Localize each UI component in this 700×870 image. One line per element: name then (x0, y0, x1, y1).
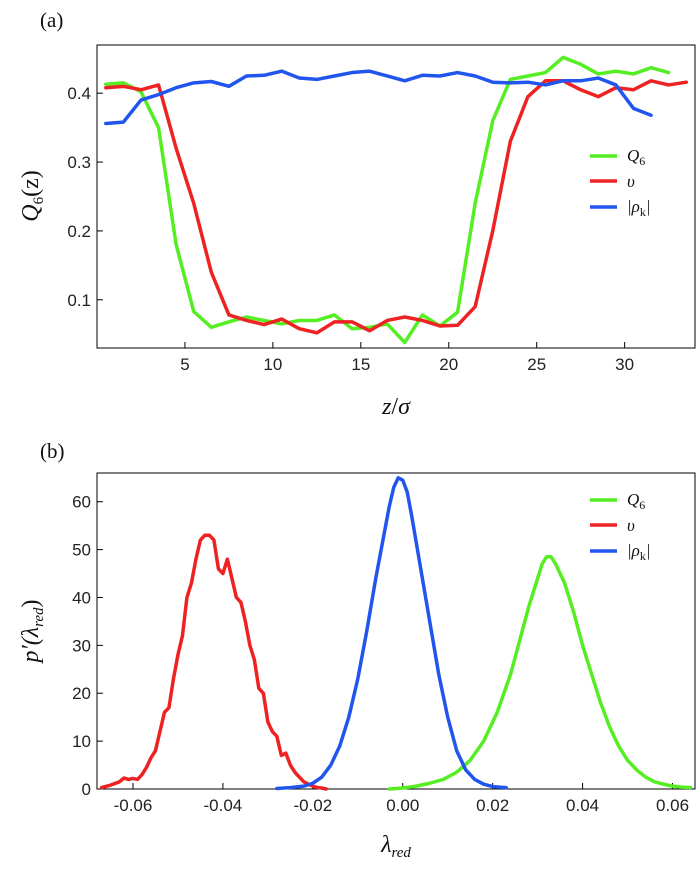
panel-a-y-tick-label: 0.2 (67, 222, 91, 241)
panel-b-x-tick-label: 0.04 (566, 796, 599, 815)
panel-b-x-tick-label: -0.04 (204, 796, 243, 815)
legend-a-rho-label: |ρk| (627, 197, 651, 219)
panel-b-y-title: p′(λred) (18, 599, 47, 664)
legend-a-upsilon-label: υ (627, 172, 635, 191)
panel-b-y-tick-label: 10 (72, 732, 91, 751)
panel-b-legend: Q6 υ |ρk| (590, 490, 651, 563)
panel-a-label: (a) (40, 8, 63, 32)
panel-b-label: (b) (40, 439, 65, 463)
panel-b-x-tick-label: 0.06 (656, 796, 689, 815)
panel-b-y-tick-label: 60 (72, 493, 91, 512)
panel-a-x-tick-label: 10 (263, 355, 282, 374)
panel-b-y-tick-label: 40 (72, 588, 91, 607)
legend-a-q6-label: Q6 (627, 146, 645, 168)
legend-b-upsilon-label: υ (627, 516, 635, 535)
panel-a-series-upsilon (104, 79, 688, 335)
legend-b-q6-label: Q6 (627, 490, 645, 512)
panel-a-y-tick-label: 0.4 (67, 84, 91, 103)
panel-b-x-title: λred (380, 832, 411, 861)
panel-b: (b) -0.06 -0.04 -0.02 0.00 0.02 0.04 0.06 0 10 2… (18, 439, 696, 861)
panel-a-x-tick-label: 25 (527, 355, 546, 374)
panel-b-y-tick-label: 30 (72, 636, 91, 655)
panel-a-x-title: z/σ (381, 394, 411, 420)
panel-b-x-tick-label: -0.02 (293, 796, 332, 815)
panel-a-x-tick-label: 15 (351, 355, 370, 374)
panel-a-y-title: Q6(z) (18, 170, 47, 221)
panel-b-y-tick-label: 50 (72, 541, 91, 560)
panel-a-x-tick-label: 5 (180, 355, 189, 374)
panel-b-x-tick-label: 0.02 (476, 796, 509, 815)
panel-b-frame (96, 472, 696, 790)
panel-b-y-tick-label: 20 (72, 684, 91, 703)
panel-a-frame (96, 44, 696, 349)
panel-b-series-upsilon (99, 533, 329, 791)
panel-b-x-tick-label: -0.06 (114, 796, 153, 815)
panel-b-x-tick-label: 0.00 (386, 796, 419, 815)
legend-b-rho-label: |ρk| (627, 541, 651, 563)
panel-a-legend: Q6 υ |ρk| (590, 146, 651, 219)
panel-a-series-rho (104, 69, 653, 126)
panel-a-x-tick-label: 30 (615, 355, 634, 374)
panel-b-series-rho (275, 476, 508, 791)
panel-b-series-q6 (387, 555, 693, 791)
panel-a-y-tick-label: 0.3 (67, 153, 91, 172)
panel-a-y-tick-label: 0.1 (67, 291, 91, 310)
panel-a-x-tick-label: 20 (439, 355, 458, 374)
panel-b-y-tick-label: 0 (82, 780, 91, 799)
panel-a: (a) 5 10 15 20 25 30 0.1 0.2 0.3 0.4 z/σ Q6(z) Q… (18, 8, 696, 420)
panel-a-series-q6 (104, 55, 671, 345)
